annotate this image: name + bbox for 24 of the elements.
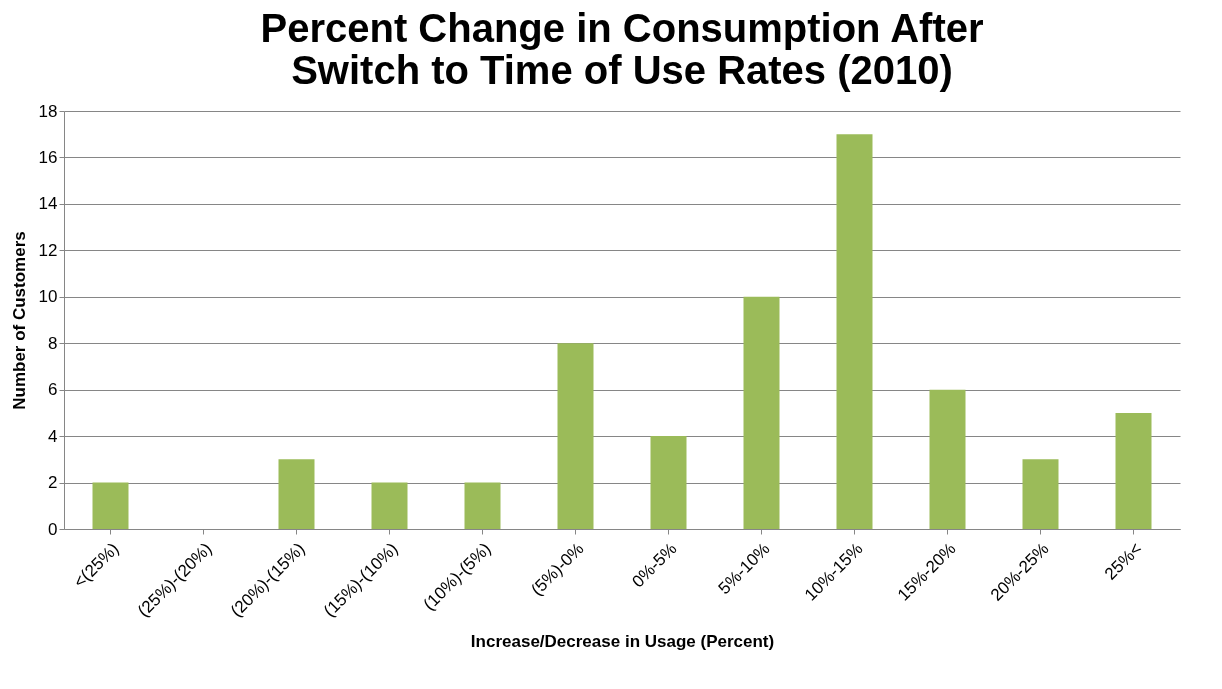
y-tick-label: 14 xyxy=(38,194,58,214)
y-tick-label: 8 xyxy=(48,333,58,353)
bar xyxy=(836,134,873,529)
chart-title: Percent Change in Consumption After Switch to Time of Use Rates (2010) xyxy=(260,6,984,92)
y-axis-title: Number of Customers xyxy=(9,231,29,410)
bar xyxy=(92,482,129,529)
bar xyxy=(743,296,780,529)
bar xyxy=(371,482,408,529)
y-tick-label: 12 xyxy=(38,240,58,260)
bar xyxy=(1022,459,1059,529)
bar xyxy=(1115,412,1152,529)
y-tick-label: 10 xyxy=(38,287,58,307)
y-tick-label: 16 xyxy=(38,147,58,167)
y-tick-label: 2 xyxy=(48,473,58,493)
y-tick-label: 4 xyxy=(48,426,58,446)
bar xyxy=(464,482,501,529)
y-tick-label: 18 xyxy=(38,101,58,121)
bar xyxy=(278,459,315,529)
x-axis-title: Increase/Decrease in Usage (Percent) xyxy=(470,631,775,651)
bar xyxy=(929,389,966,529)
y-tick-label: 0 xyxy=(48,519,58,539)
bar xyxy=(650,436,687,529)
bar xyxy=(557,343,594,529)
y-tick-label: 6 xyxy=(48,380,58,400)
